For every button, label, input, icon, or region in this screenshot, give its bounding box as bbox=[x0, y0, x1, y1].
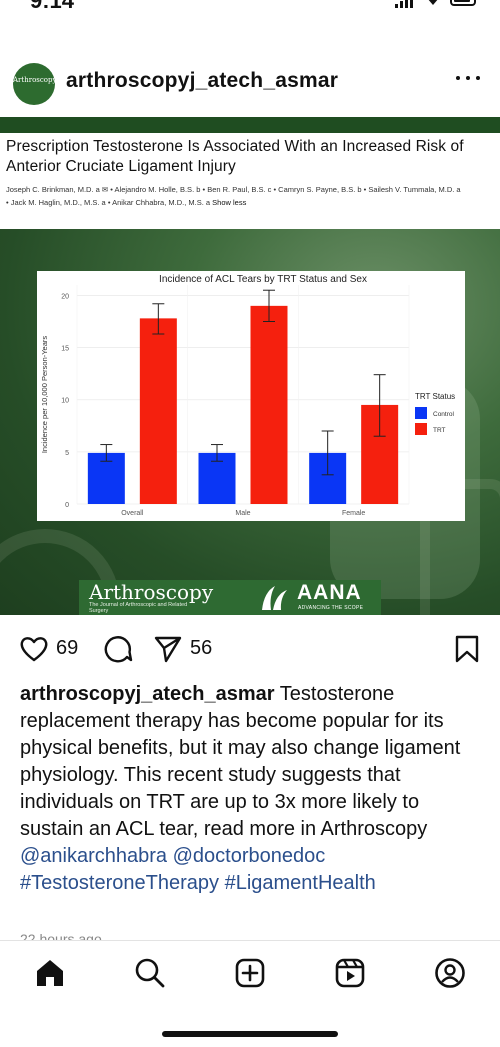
reels-icon[interactable] bbox=[334, 957, 366, 989]
y-tick-label: 10 bbox=[61, 398, 69, 405]
post-header: Arthroscopy arthroscopyj_atech_asmar bbox=[0, 55, 500, 111]
legend-title: TRT Status bbox=[415, 392, 455, 401]
search-icon[interactable] bbox=[134, 957, 166, 989]
y-tick-label: 5 bbox=[65, 450, 69, 457]
authors-line-2-wrap: • Jack M. Haglin, M.D., M.S. a • Anikar … bbox=[6, 196, 494, 209]
action-bar: 69 56 bbox=[0, 628, 500, 668]
acl-chart-svg: Incidence of ACL Tears by TRT Status and… bbox=[40, 274, 455, 517]
home-indicator bbox=[162, 1031, 338, 1037]
like-count[interactable]: 69 bbox=[56, 637, 79, 659]
paper-title: Prescription Testosterone Is Associated … bbox=[6, 138, 464, 175]
status-time: 9:14 bbox=[30, 0, 75, 13]
bar-trt bbox=[250, 305, 288, 504]
legend-swatch-trt bbox=[415, 423, 427, 435]
journal-subtitle: The Journal of Arthroscopic and Related … bbox=[89, 602, 188, 614]
legend-label: TRT bbox=[433, 427, 446, 434]
bar-trt bbox=[139, 318, 177, 504]
send-icon[interactable] bbox=[153, 634, 183, 664]
post-image[interactable]: Prescription Testosterone Is Associated … bbox=[0, 117, 500, 615]
legend-label: Control bbox=[433, 411, 455, 418]
hashtag-link[interactable]: #LigamentHealth bbox=[224, 872, 376, 894]
y-tick-label: 20 bbox=[61, 293, 69, 300]
caption-text: Testosterone replacement therapy has bec… bbox=[20, 683, 461, 840]
y-tick-label: 15 bbox=[61, 346, 69, 353]
journal-name: Arthroscopy bbox=[89, 580, 214, 604]
y-tick-label: 0 bbox=[65, 502, 69, 509]
paper-authors: Joseph C. Brinkman, M.D. a ✉ • Alejandro… bbox=[6, 183, 494, 209]
signal-icon bbox=[395, 0, 415, 8]
avatar-text: Arthroscopy bbox=[13, 76, 57, 84]
wifi-icon bbox=[428, 0, 438, 5]
avatar[interactable]: Arthroscopy bbox=[13, 63, 57, 105]
profile-icon[interactable] bbox=[434, 957, 466, 989]
chart-title: Incidence of ACL Tears by TRT Status and… bbox=[159, 274, 367, 285]
post-caption: arthroscopyj_atech_asmar Testosterone re… bbox=[20, 681, 485, 897]
comment-icon[interactable] bbox=[103, 634, 133, 664]
mention-link[interactable]: @doctorbonedoc bbox=[172, 845, 326, 867]
plot-area bbox=[77, 285, 409, 504]
acl-chart: Incidence of ACL Tears by TRT Status and… bbox=[37, 271, 465, 521]
post-username[interactable]: arthroscopyj_atech_asmar bbox=[66, 69, 339, 92]
x-tick-label: Female bbox=[342, 510, 365, 517]
more-options-icon[interactable] bbox=[456, 73, 480, 83]
battery-icon bbox=[450, 0, 476, 6]
home-icon[interactable] bbox=[34, 957, 66, 989]
aana-tagline: ADVANCING THE SCOPE bbox=[298, 605, 364, 611]
bottom-tab-bar bbox=[0, 940, 500, 1047]
post-timestamp-wrap: 22 hours ago bbox=[20, 929, 320, 941]
aana-logo-icon bbox=[262, 586, 287, 610]
y-axis-label: Incidence per 10,000 Person-Years bbox=[40, 336, 49, 454]
paper-header: Prescription Testosterone Is Associated … bbox=[0, 133, 500, 229]
bookmark-icon[interactable] bbox=[452, 634, 482, 664]
legend-swatch-control bbox=[415, 407, 427, 419]
paper-header-strip bbox=[0, 117, 500, 133]
hashtag-link[interactable]: #TestosteroneTherapy bbox=[20, 872, 220, 894]
caption-username[interactable]: arthroscopyj_atech_asmar bbox=[20, 683, 275, 705]
share-count[interactable]: 56 bbox=[190, 637, 213, 659]
status-bar: 9:14 bbox=[0, 0, 500, 24]
aana-name: AANA bbox=[297, 581, 362, 604]
x-tick-label: Male bbox=[235, 510, 250, 517]
heart-icon[interactable] bbox=[19, 634, 49, 664]
show-less-link: Show less bbox=[212, 198, 247, 207]
authors-line-1: Joseph C. Brinkman, M.D. a ✉ • Alejandro… bbox=[6, 185, 461, 194]
create-icon[interactable] bbox=[234, 957, 266, 989]
journal-banner: Arthroscopy The Journal of Arthroscopic … bbox=[79, 580, 381, 615]
post-timestamp: 22 hours ago bbox=[20, 931, 102, 941]
x-tick-label: Overall bbox=[121, 510, 144, 517]
authors-line-2: • Jack M. Haglin, M.D., M.S. a • Anikar … bbox=[6, 198, 211, 207]
mention-link[interactable]: @anikarchhabra bbox=[20, 845, 168, 867]
